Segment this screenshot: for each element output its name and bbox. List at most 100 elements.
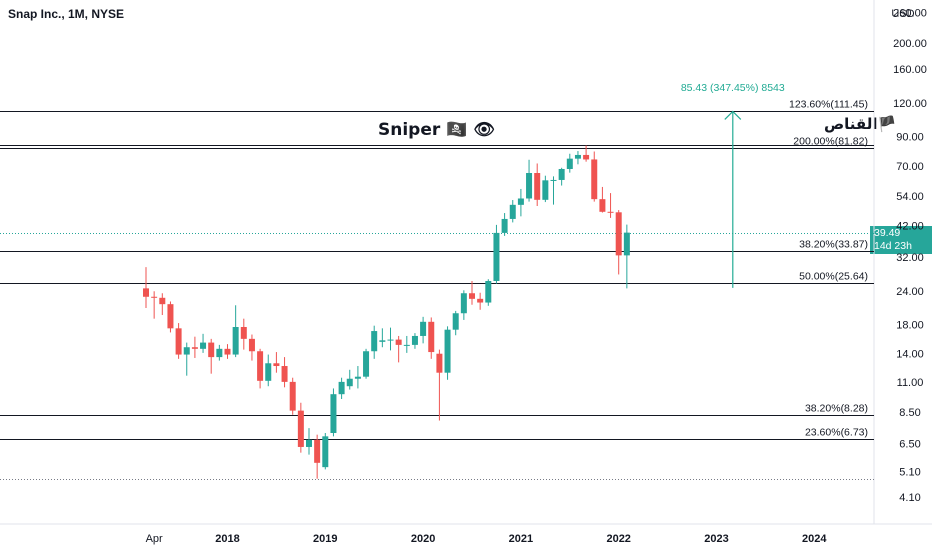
candle-body <box>143 288 149 297</box>
candle-body <box>200 342 207 349</box>
candle <box>623 224 630 289</box>
candle <box>297 402 304 453</box>
candle-body <box>273 363 280 367</box>
candle-body <box>607 211 614 213</box>
candle <box>306 428 312 455</box>
candle <box>615 210 622 275</box>
candle-body <box>444 329 451 373</box>
candle <box>509 200 516 223</box>
y-tick-label: 14.00 <box>896 349 924 361</box>
candle <box>143 267 149 309</box>
candle <box>444 326 451 380</box>
fib-label: 50.00%(25.64) <box>799 271 868 283</box>
y-tick-label: 32.00 <box>896 252 924 264</box>
candle <box>232 305 239 358</box>
candle <box>200 333 207 353</box>
candle <box>273 352 280 373</box>
candle <box>526 159 533 202</box>
candle <box>460 290 467 320</box>
candle-body <box>322 436 329 468</box>
candle-body <box>371 331 378 352</box>
candle <box>428 317 435 359</box>
bar-countdown: 14d 23h <box>874 240 912 252</box>
y-tick-label: 120.00 <box>893 98 927 110</box>
candle-body <box>208 342 215 358</box>
candle <box>346 369 353 390</box>
x-tick-label: 2023 <box>704 533 728 545</box>
candle-body <box>583 154 590 160</box>
candle-body <box>558 168 565 180</box>
candle <box>322 433 329 470</box>
y-tick-label: 160.00 <box>893 64 927 76</box>
x-tick-label: 2021 <box>509 533 533 545</box>
candle-body <box>232 326 239 355</box>
candle-body <box>411 335 418 345</box>
candle-body <box>509 204 516 219</box>
candle-body <box>428 321 435 353</box>
candle <box>216 344 223 361</box>
y-tick-label: 4.10 <box>899 492 920 504</box>
x-tick-label: 2018 <box>215 533 239 545</box>
candle-body <box>615 212 622 256</box>
candle-body <box>240 326 247 339</box>
y-tick-label: 18.00 <box>896 319 924 331</box>
candle <box>240 318 247 350</box>
y-tick-label: 5.10 <box>899 467 920 479</box>
fib-label: 23.60%(6.73) <box>805 427 868 439</box>
candle-body <box>623 232 630 256</box>
measure-arrowhead <box>724 110 742 120</box>
candle-body <box>159 297 166 305</box>
candle-body <box>526 173 533 199</box>
candle <box>517 188 524 217</box>
candle <box>534 163 541 207</box>
candle <box>583 145 590 162</box>
candle <box>599 186 606 213</box>
candle <box>477 292 484 310</box>
candle-body <box>452 313 459 330</box>
sniper-annotation: Sniper 🏴‍☠️ 👁 <box>378 120 495 140</box>
candle <box>469 280 475 305</box>
candle <box>550 176 557 205</box>
candle <box>452 310 459 336</box>
candle <box>208 338 215 374</box>
candle <box>363 348 370 379</box>
candle <box>257 348 264 389</box>
y-tick-label: 24.00 <box>896 286 924 298</box>
arabic-annotation: القناص🏴 <box>824 115 897 133</box>
candle-body <box>501 218 508 233</box>
last-price-badge: 39.49 14d 23h <box>870 226 932 254</box>
candle <box>379 328 386 348</box>
candle <box>159 293 166 316</box>
candle <box>501 213 508 236</box>
candle <box>574 151 581 165</box>
candle <box>330 388 337 437</box>
y-tick-label: 260.00 <box>893 8 927 20</box>
fib-label: 123.60%(111.45) <box>789 99 868 111</box>
candle <box>183 342 190 376</box>
candle <box>436 349 443 421</box>
candle <box>403 335 410 353</box>
candle <box>566 153 573 173</box>
candle-body <box>330 394 337 434</box>
candle <box>224 344 231 359</box>
candle-body <box>297 410 304 447</box>
candle-body <box>566 158 573 169</box>
candle-body <box>387 339 394 341</box>
candle-body <box>175 328 182 355</box>
candle-body <box>183 347 190 355</box>
x-tick-label: 2022 <box>606 533 630 545</box>
candle <box>265 354 272 387</box>
y-tick-label: 200.00 <box>893 38 927 50</box>
candle <box>167 301 174 333</box>
candle-body <box>216 348 223 358</box>
last-price-value: 39.49 <box>874 227 901 239</box>
x-tick-label: 2020 <box>411 533 435 545</box>
candle <box>387 327 394 351</box>
candle-body <box>469 293 475 299</box>
candle-body <box>306 439 312 447</box>
candle <box>411 333 418 349</box>
candle <box>338 377 345 400</box>
fib-label: 38.20%(8.28) <box>805 403 868 415</box>
candle-body <box>477 298 484 303</box>
